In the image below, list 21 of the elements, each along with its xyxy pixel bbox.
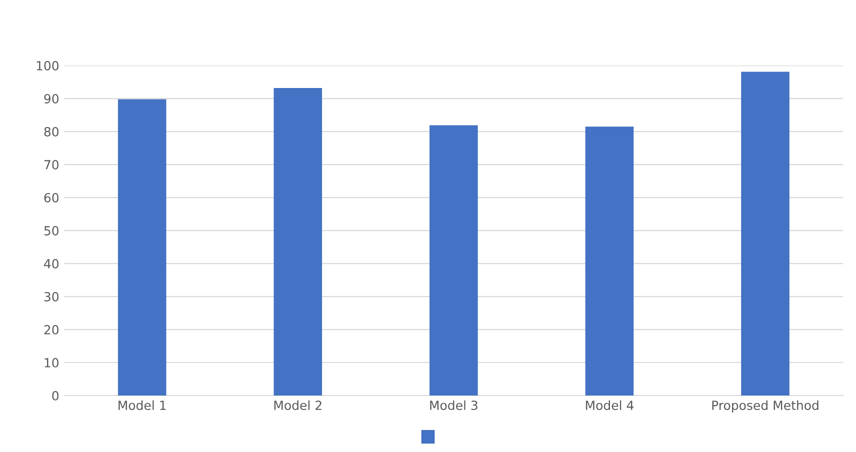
y-tick-label: 20 [44,324,59,334]
y-tick-label: 60 [44,192,59,202]
x-tick-label: Model 3 [430,400,478,410]
y-tick-label: 30 [44,292,59,302]
bar [430,125,478,396]
bar [118,99,166,396]
y-tick-label: 10 [44,358,59,368]
y-tick-label: 50 [44,226,59,236]
y-tick-label: 100 [36,61,59,70]
y-tick-label: 70 [44,160,59,170]
bar [741,72,790,396]
x-tick-label: Model 2 [274,400,322,410]
x-tick-label: Proposed Method [712,400,818,412]
x-tick-label: Model 1 [118,400,166,410]
y-tick-label: 80 [44,127,59,136]
bar [274,88,322,396]
x-tick-label: Model 4 [586,400,634,410]
y-tick-label: 0 [52,390,59,400]
y-tick-label: 90 [44,94,59,104]
bar [585,126,634,396]
y-tick-label: 40 [44,258,59,268]
